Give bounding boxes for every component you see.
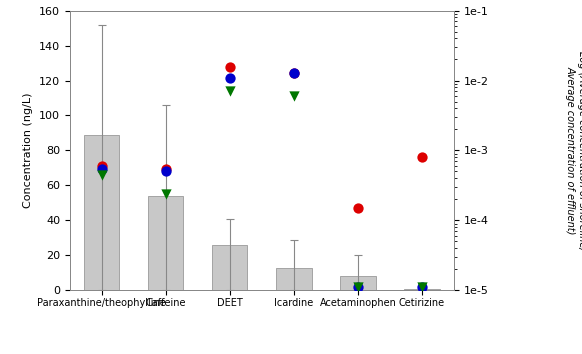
Point: [289, 70, 299, 76]
Point: [225, 75, 235, 80]
Y-axis label: Log (Average concentration of shoreline/
Average concentration of effluent): Log (Average concentration of shoreline/…: [565, 51, 582, 250]
Y-axis label: Concentration (ng/L): Concentration (ng/L): [23, 93, 33, 208]
Bar: [276, 268, 311, 290]
Bar: [84, 135, 119, 290]
Point: [289, 93, 299, 99]
Point: [161, 191, 171, 196]
Point: [353, 285, 363, 290]
Point: [161, 169, 171, 174]
Point: [225, 88, 235, 94]
Point: [161, 166, 171, 171]
Bar: [340, 276, 375, 290]
Point: [97, 163, 107, 169]
Point: [289, 70, 299, 75]
Point: [353, 285, 363, 290]
Point: [417, 154, 427, 160]
Point: [353, 205, 363, 211]
Point: [97, 172, 107, 177]
Point: [417, 285, 427, 290]
Point: [225, 64, 235, 70]
Point: [97, 166, 107, 171]
Bar: [148, 196, 183, 290]
Bar: [212, 245, 247, 290]
Point: [417, 285, 427, 290]
